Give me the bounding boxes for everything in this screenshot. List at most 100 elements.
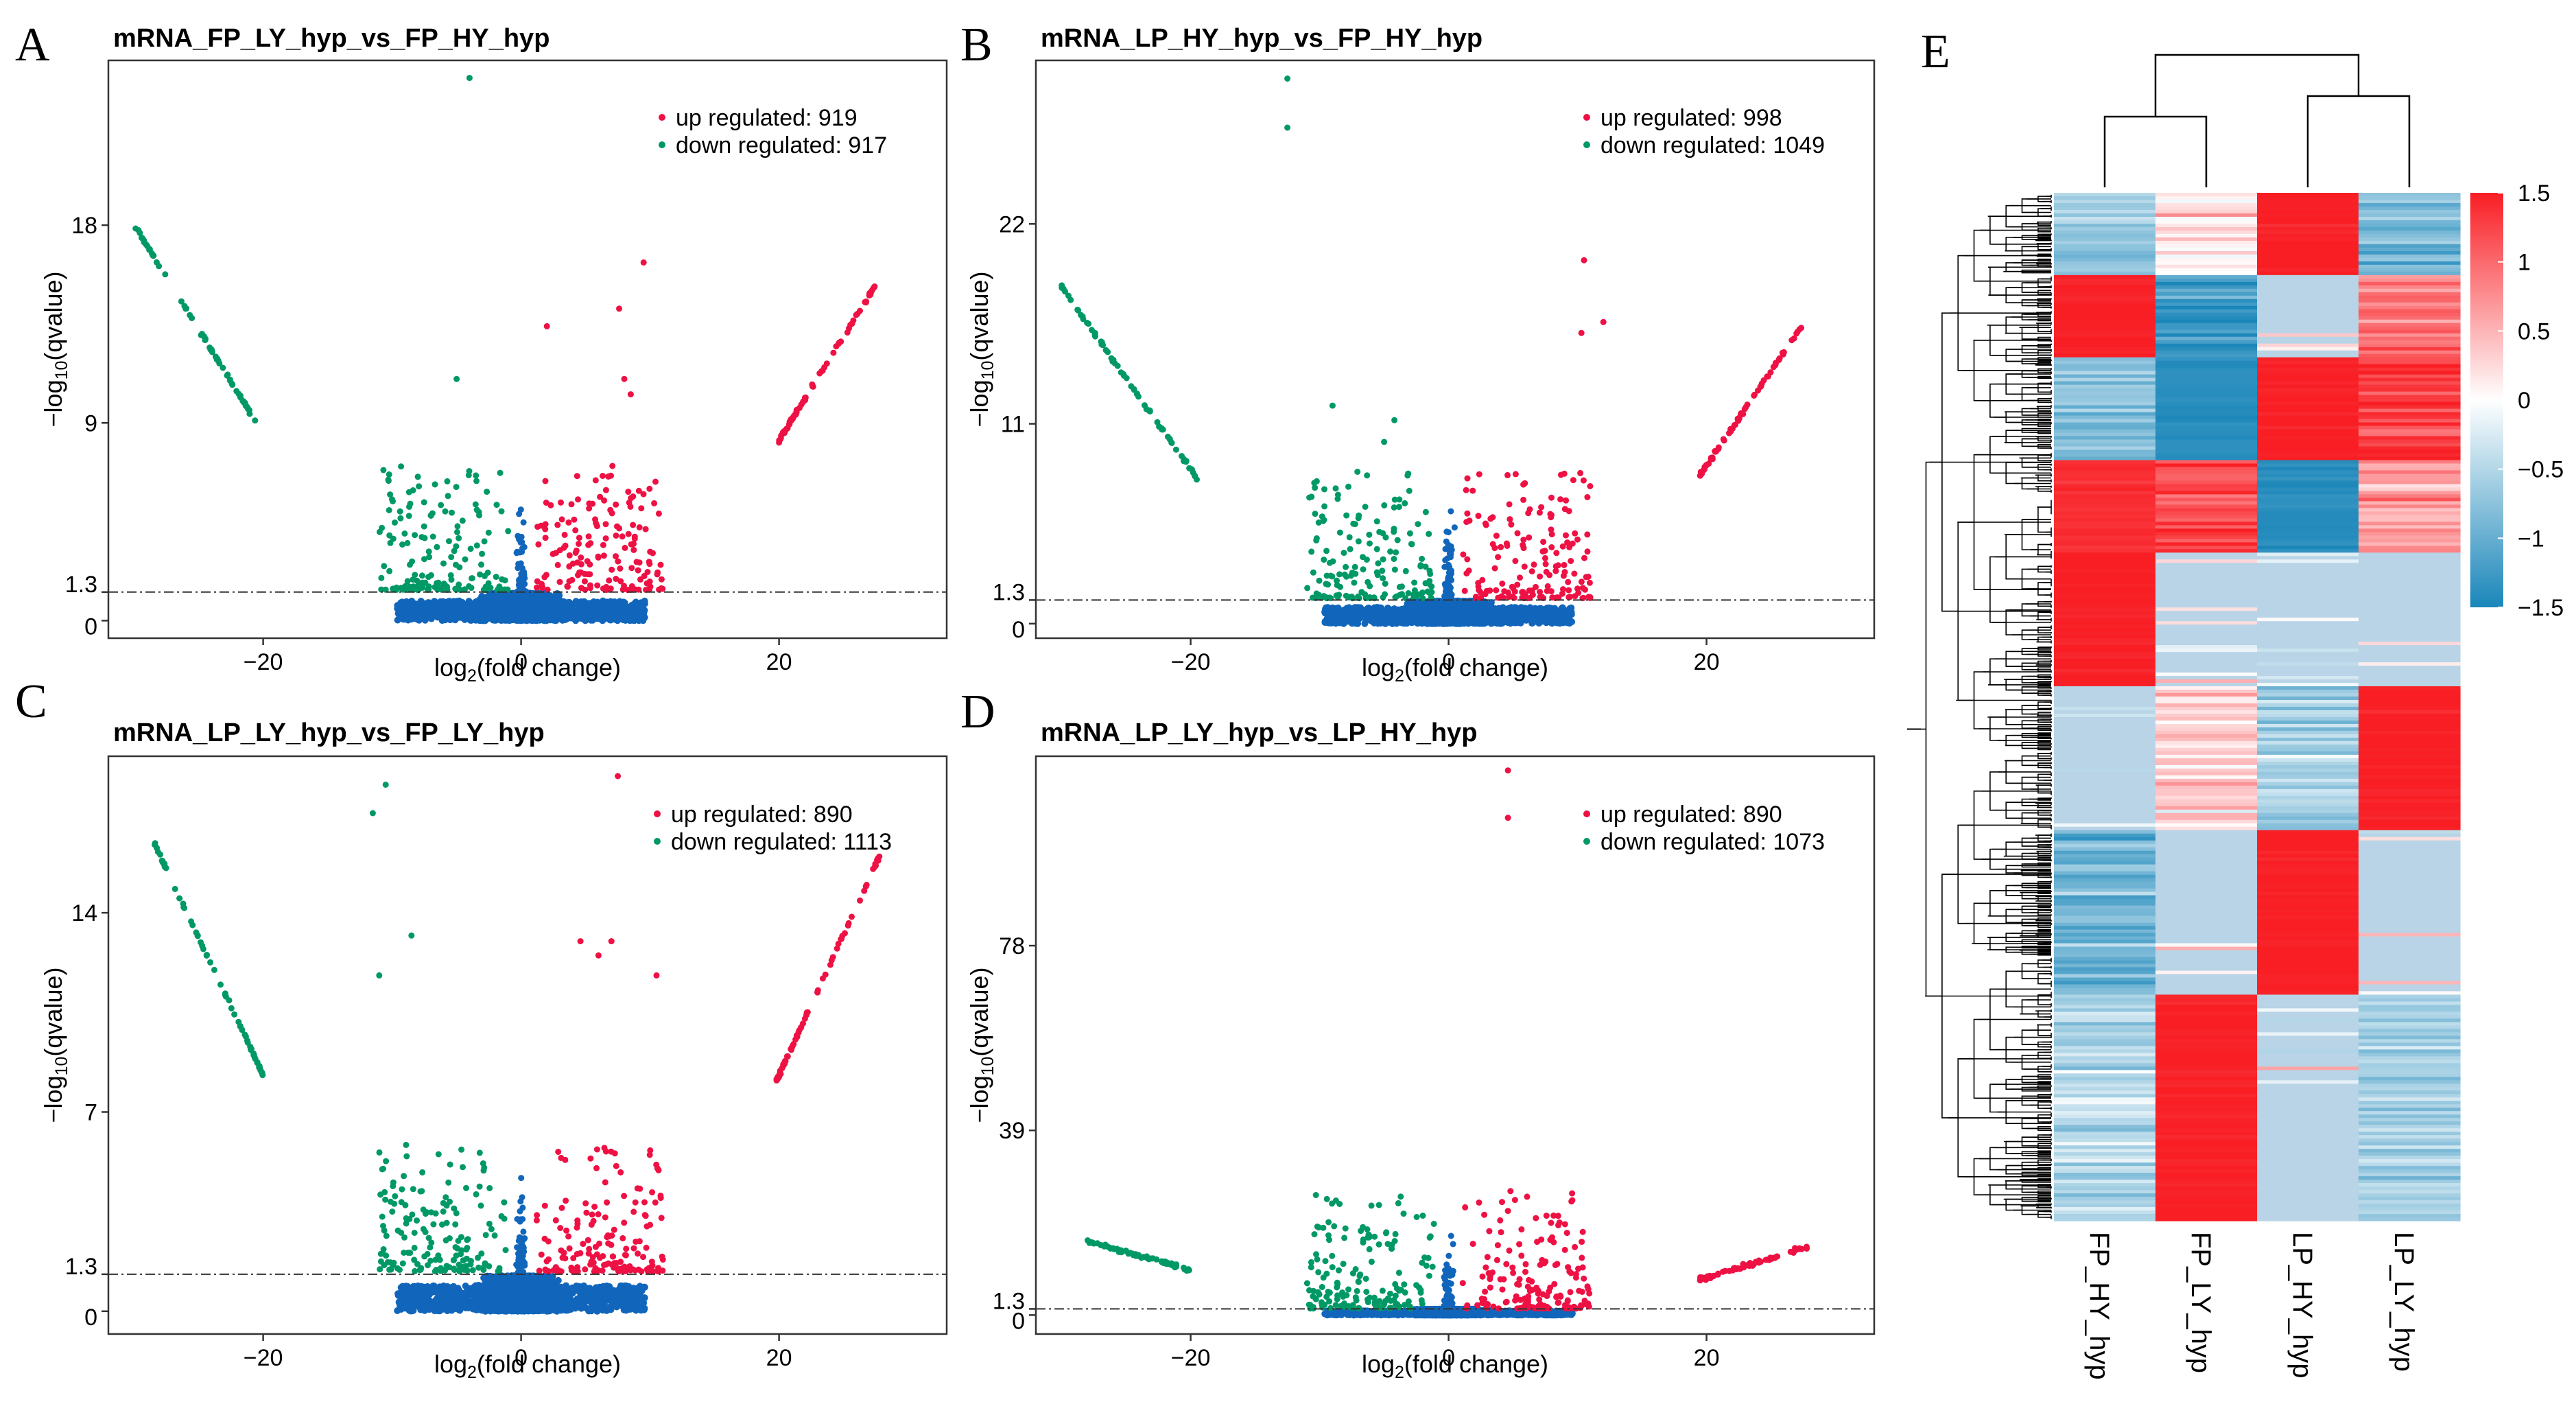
panel-a-point (467, 546, 474, 552)
panel-a-point (513, 606, 521, 613)
panel-a-xlabel: log2(fold change) (434, 653, 621, 686)
panel-a-point (655, 510, 662, 517)
panel-a-point (421, 609, 428, 617)
panel-label-a: A (15, 19, 50, 71)
panel-a-points (132, 75, 878, 624)
panel-a-point (429, 510, 436, 517)
panel-a-ytick-0: 0 (84, 613, 97, 640)
panel-a-point (554, 561, 561, 568)
panel-a-point (642, 526, 649, 533)
panel-a-point (654, 571, 661, 578)
panel-a-point (608, 566, 615, 573)
panel-a-point (466, 583, 473, 589)
panel-a-point (823, 360, 830, 367)
panel-a-point (416, 483, 423, 490)
panel-a-point (646, 485, 653, 492)
panel-a-point (816, 370, 823, 377)
panel-a-point (578, 561, 584, 568)
panel-a-point (407, 500, 414, 507)
panel-a-point (381, 563, 388, 570)
panel-a-point (520, 519, 527, 526)
panel-a-point (631, 609, 639, 616)
panel-a-point (605, 613, 613, 621)
panel-a-xtick-2: 20 (766, 649, 792, 675)
panel-a-point (412, 532, 418, 539)
panel-a-point (613, 553, 619, 560)
panel-a-point (449, 509, 455, 516)
panel-a-point (565, 598, 573, 606)
panel-a-point (446, 538, 452, 545)
panel-a-point (578, 585, 584, 592)
panel-a-point (189, 315, 196, 322)
panel-a-point (400, 613, 407, 620)
panel-a-point (453, 561, 459, 568)
panel-a-point (558, 516, 565, 523)
panel-a-point (500, 598, 508, 606)
panel-a-point (479, 550, 486, 557)
panel-a-point (498, 508, 505, 515)
panel-a-point (634, 600, 641, 607)
panel-a-point (445, 609, 453, 616)
panel-a-point (643, 580, 650, 587)
panel-a-point (568, 501, 575, 508)
panel-a-point (608, 510, 615, 517)
panel-a-point (621, 375, 628, 382)
panel-a-point (401, 530, 408, 537)
panel-a-point (616, 305, 622, 312)
panel-a-point (572, 527, 579, 534)
panel-a-point (405, 513, 412, 519)
panel-a-legend-up-marker (659, 114, 665, 121)
panel-a-point (453, 528, 460, 535)
panel-a-point (650, 550, 656, 557)
panel-a-point (547, 598, 554, 606)
panel-a-point (569, 613, 577, 620)
panel-a-point (407, 561, 413, 568)
panel-a-point (600, 473, 606, 479)
panel-a-point (574, 607, 582, 614)
panel-a-point (386, 568, 393, 574)
panel-a-point (410, 487, 416, 493)
panel-a-point (626, 617, 634, 624)
panel-a-point (542, 526, 549, 533)
panel-a-point (452, 598, 460, 606)
panel-a-point (575, 614, 582, 622)
panel-a-point (141, 239, 147, 246)
panel-a-point (542, 535, 549, 541)
panel-a-point (594, 600, 601, 608)
panel-a-point (442, 508, 449, 515)
panel-a-point (628, 583, 635, 589)
panel-a-point (398, 585, 405, 592)
panel-a-point (556, 578, 563, 585)
panel-a-point (636, 524, 643, 530)
panel-a-legend-down: down regulated: 917 (676, 132, 887, 159)
panel-a-point (224, 372, 231, 379)
panel-a-ytick-2: 9 (84, 410, 97, 436)
panel-a-point (421, 556, 427, 563)
panel-a-point (146, 246, 153, 253)
panel-a-point (456, 535, 462, 541)
panel-a-point (502, 605, 510, 613)
panel-a-point (628, 495, 635, 502)
panel-a-point (571, 516, 578, 523)
panel-a-point (854, 310, 861, 317)
panel-b: B mRNA_LP_HY_hyp_vs_FP_HY_hyp 0 1.3 11 2… (960, 19, 1876, 686)
panel-a-ytick-3: 18 (71, 213, 97, 239)
panel-a-frame (107, 59, 948, 640)
panel-a-point (535, 541, 542, 548)
panel-a-point (630, 522, 637, 528)
panel-a-point (585, 533, 592, 540)
panel-a-point (472, 501, 479, 508)
panel-a-point (613, 501, 619, 508)
panel-a-point (638, 505, 645, 512)
panel-a-point (493, 574, 499, 581)
panel-a-point (550, 550, 556, 557)
panel-a-point (150, 253, 156, 259)
panel-a-point (483, 584, 490, 591)
panel-a-point (521, 614, 528, 621)
panel-a-point (599, 617, 606, 624)
panel-a-point (587, 540, 594, 547)
panel-a-point (237, 394, 244, 401)
panel-a-point (646, 561, 653, 568)
panel-a-point (505, 528, 512, 535)
panel-a-point (622, 544, 628, 551)
